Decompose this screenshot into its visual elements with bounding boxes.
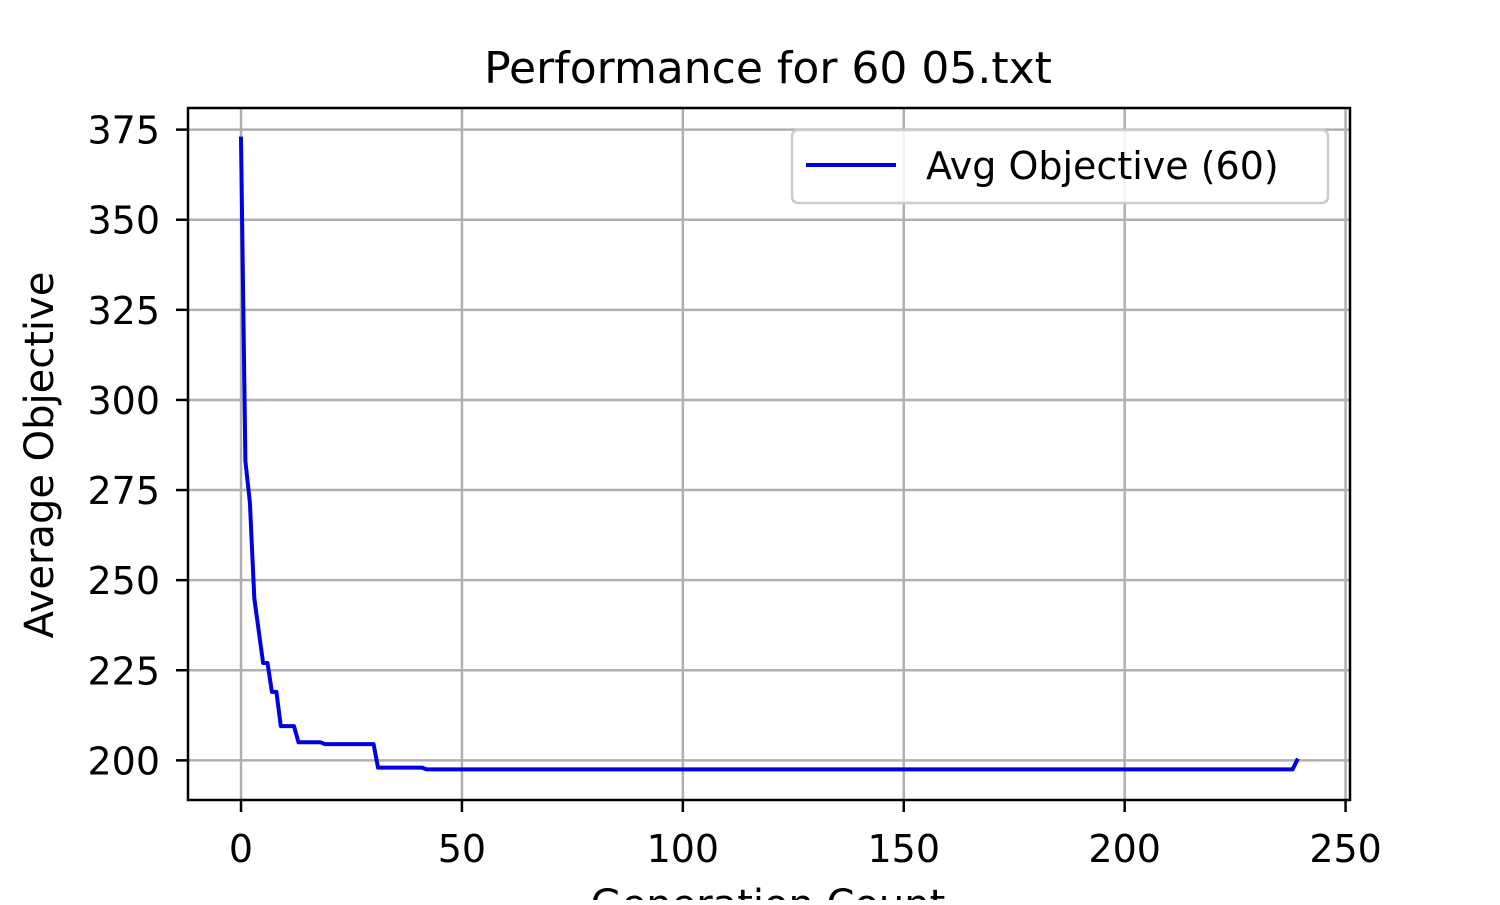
y-tick-label: 225 xyxy=(87,649,160,693)
x-tick-label: 100 xyxy=(647,827,720,871)
chart-title: Performance for 60 05.txt xyxy=(484,43,1052,94)
y-tick-label: 275 xyxy=(87,469,160,513)
y-tick-label: 350 xyxy=(87,199,160,243)
x-tick-label: 250 xyxy=(1309,827,1382,871)
y-tick-label: 375 xyxy=(87,109,160,153)
y-tick-label: 200 xyxy=(87,739,160,783)
plot-frame xyxy=(186,106,1352,802)
legend-box xyxy=(790,128,1330,205)
y-tick-label: 300 xyxy=(87,379,160,423)
legend: Avg Objective (60) xyxy=(790,128,1330,205)
series-lines xyxy=(238,136,1300,772)
y-tick-label: 325 xyxy=(87,289,160,333)
y-tick-label: 250 xyxy=(87,559,160,603)
x-tick-label: 200 xyxy=(1088,827,1161,871)
x-tick-label: 50 xyxy=(438,827,486,871)
series-line-0 xyxy=(238,136,1300,772)
x-tick-label: 0 xyxy=(229,827,253,871)
x-axis-label: Generation Count xyxy=(591,882,946,900)
legend-entry-label: Avg Objective (60) xyxy=(926,144,1279,188)
grid-lines xyxy=(188,108,1350,800)
axis-ticks: 0 50 100 150 200 250 200 225 250 275 300 325 350 375 xyxy=(87,109,1381,871)
x-tick-label: 150 xyxy=(867,827,940,871)
y-axis-label: Average Objective xyxy=(17,272,63,639)
